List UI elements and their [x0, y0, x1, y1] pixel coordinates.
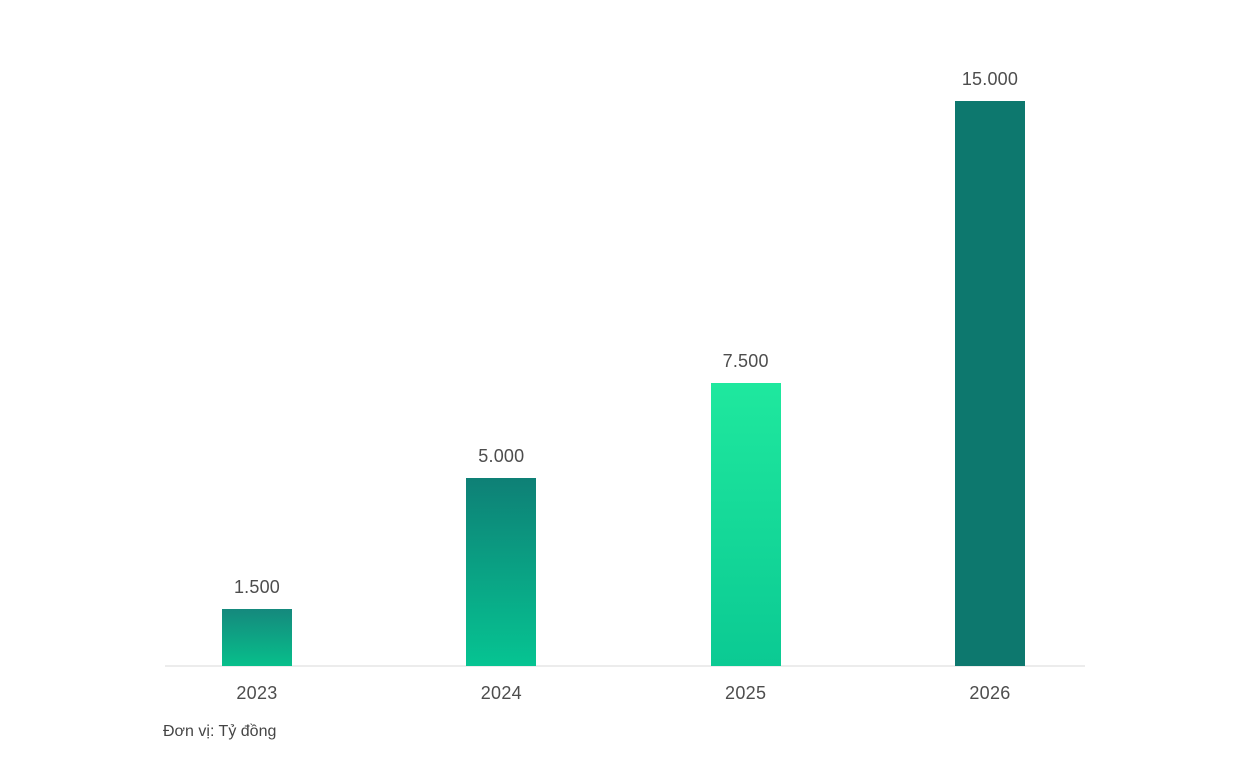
x-tick-2026: 2026 [969, 683, 1011, 703]
value-label-2025: 7.500 [722, 351, 769, 371]
bar-2023 [222, 609, 292, 666]
x-tick-2024: 2024 [480, 683, 522, 703]
value-label-2024: 5.000 [478, 446, 525, 466]
unit-note: Đơn vị: Tỷ đồng [163, 723, 277, 740]
bar-2025 [710, 383, 781, 666]
value-label-2023: 1.500 [233, 577, 281, 597]
bar-2024 [466, 478, 537, 666]
x-axis-line [165, 665, 1085, 667]
x-tick-2025: 2025 [725, 683, 767, 703]
x-tick-2023: 2023 [236, 683, 278, 703]
bar-2026 [954, 101, 1025, 666]
value-label-2026: 15.000 [961, 69, 1019, 89]
